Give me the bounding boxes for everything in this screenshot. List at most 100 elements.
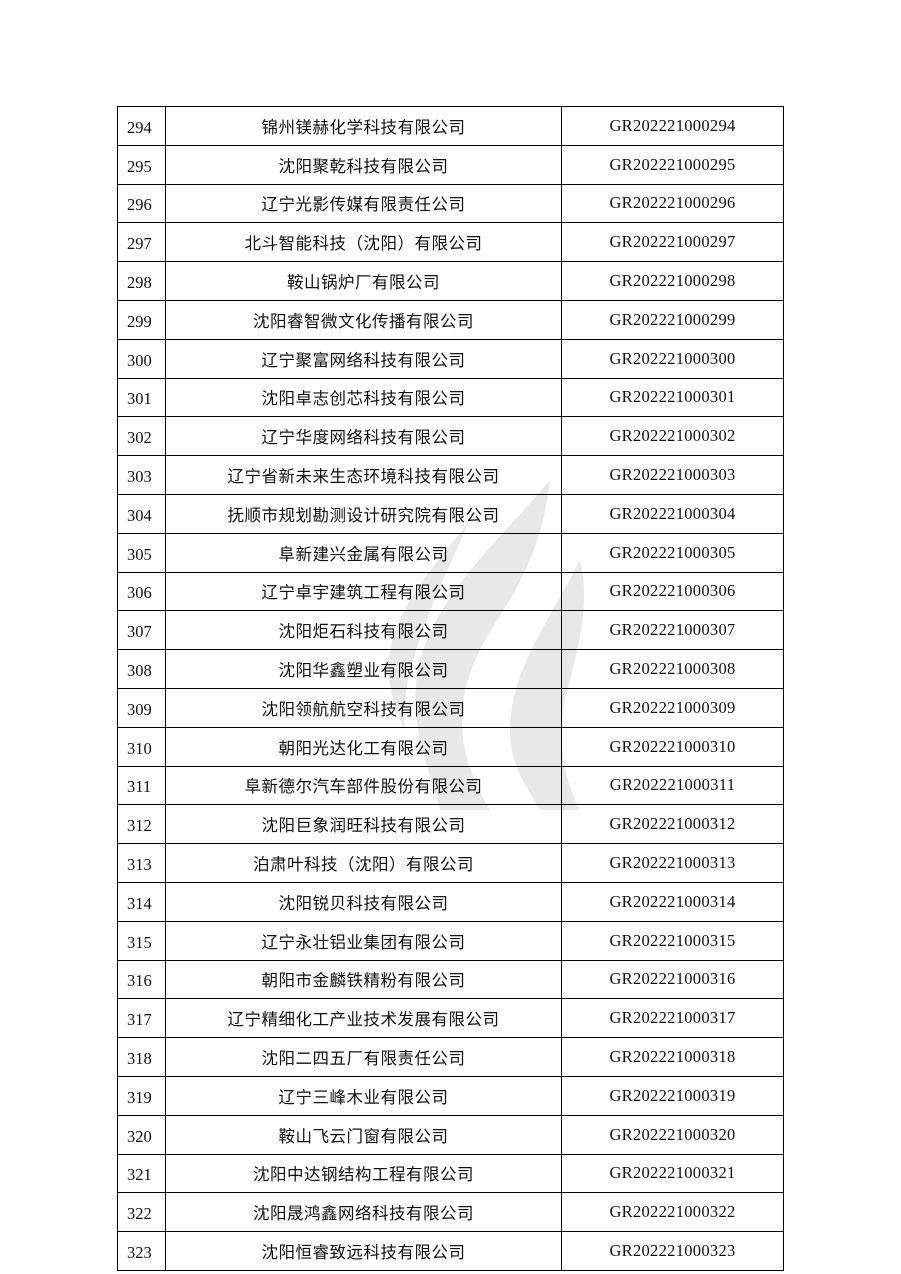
table-row: 303 辽宁省新未来生态环境科技有限公司 GR202221000303 bbox=[117, 455, 784, 495]
table-row: 300 辽宁聚富网络科技有限公司 GR202221000300 bbox=[117, 338, 784, 379]
table-row: 313 泊肃叶科技（沈阳）有限公司 GR202221000313 bbox=[117, 843, 784, 883]
company-name: 沈阳锐贝科技有限公司 bbox=[165, 881, 562, 922]
row-number: 314 bbox=[117, 881, 166, 922]
row-number: 305 bbox=[117, 532, 166, 573]
company-name: 阜新德尔汽车部件股份有限公司 bbox=[165, 765, 562, 806]
certificate-number: GR202221000295 bbox=[561, 144, 784, 185]
row-number: 312 bbox=[117, 804, 166, 845]
table-row: 297 北斗智能科技（沈阳）有限公司 GR202221000297 bbox=[117, 222, 784, 263]
row-number: 322 bbox=[117, 1192, 166, 1233]
certificate-number: GR202221000303 bbox=[561, 455, 784, 495]
certificate-number: GR202221000300 bbox=[561, 338, 784, 379]
table-row: 302 辽宁华度网络科技有限公司 GR202221000302 bbox=[117, 416, 784, 457]
row-number: 301 bbox=[117, 377, 166, 418]
company-name: 沈阳睿智微文化传播有限公司 bbox=[165, 299, 562, 340]
company-name: 沈阳中达钢结构工程有限公司 bbox=[165, 1153, 562, 1194]
table-row: 321 沈阳中达钢结构工程有限公司 GR202221000321 bbox=[117, 1153, 784, 1194]
company-name: 鞍山飞云门窗有限公司 bbox=[165, 1114, 562, 1155]
row-number: 307 bbox=[117, 610, 166, 651]
row-number: 319 bbox=[117, 1075, 166, 1116]
company-name: 辽宁聚富网络科技有限公司 bbox=[165, 338, 562, 379]
row-number: 302 bbox=[117, 416, 166, 457]
certificate-number: GR202221000319 bbox=[561, 1075, 784, 1116]
row-number: 306 bbox=[117, 571, 166, 612]
row-number: 321 bbox=[117, 1153, 166, 1194]
row-number: 294 bbox=[117, 106, 166, 146]
row-number: 304 bbox=[117, 493, 166, 534]
certificate-number: GR202221000301 bbox=[561, 377, 784, 418]
certificate-number: GR202221000306 bbox=[561, 571, 784, 612]
table-row: 320 鞍山飞云门窗有限公司 GR202221000320 bbox=[117, 1114, 784, 1155]
row-number: 309 bbox=[117, 687, 166, 728]
certificate-number: GR202221000298 bbox=[561, 261, 784, 301]
table-row: 309 沈阳领航航空科技有限公司 GR202221000309 bbox=[117, 687, 784, 728]
certificate-number: GR202221000312 bbox=[561, 804, 784, 845]
company-name: 辽宁卓宇建筑工程有限公司 bbox=[165, 571, 562, 612]
table-row: 310 朝阳光达化工有限公司 GR202221000310 bbox=[117, 726, 784, 767]
company-name: 沈阳炬石科技有限公司 bbox=[165, 610, 562, 651]
table-row: 315 辽宁永壮铝业集团有限公司 GR202221000315 bbox=[117, 920, 784, 961]
company-name: 锦州镁赫化学科技有限公司 bbox=[165, 106, 562, 146]
certificate-number: GR202221000296 bbox=[561, 183, 784, 224]
row-number: 320 bbox=[117, 1114, 166, 1155]
certificate-number: GR202221000311 bbox=[561, 765, 784, 806]
row-number: 295 bbox=[117, 144, 166, 185]
certificate-number: GR202221000304 bbox=[561, 493, 784, 534]
table-row: 318 沈阳二四五厂有限责任公司 GR202221000318 bbox=[117, 1037, 784, 1077]
certificate-number: GR202221000313 bbox=[561, 843, 784, 883]
company-name: 泊肃叶科技（沈阳）有限公司 bbox=[165, 843, 562, 883]
table-row: 296 辽宁光影传媒有限责任公司 GR202221000296 bbox=[117, 183, 784, 224]
row-number: 315 bbox=[117, 920, 166, 961]
row-number: 323 bbox=[117, 1231, 166, 1271]
table-row: 299 沈阳睿智微文化传播有限公司 GR202221000299 bbox=[117, 299, 784, 340]
table-row: 301 沈阳卓志创芯科技有限公司 GR202221000301 bbox=[117, 377, 784, 418]
row-number: 308 bbox=[117, 649, 166, 689]
certificate-number: GR202221000307 bbox=[561, 610, 784, 651]
company-name: 沈阳晟鸿鑫网络科技有限公司 bbox=[165, 1192, 562, 1233]
certificate-number: GR202221000322 bbox=[561, 1192, 784, 1233]
table-row: 306 辽宁卓宇建筑工程有限公司 GR202221000306 bbox=[117, 571, 784, 612]
company-name: 沈阳华鑫塑业有限公司 bbox=[165, 649, 562, 689]
company-name: 沈阳领航航空科技有限公司 bbox=[165, 687, 562, 728]
company-name: 辽宁光影传媒有限责任公司 bbox=[165, 183, 562, 224]
company-name: 辽宁精细化工产业技术发展有限公司 bbox=[165, 998, 562, 1039]
table-row: 308 沈阳华鑫塑业有限公司 GR202221000308 bbox=[117, 649, 784, 689]
table-row: 323 沈阳恒睿致远科技有限公司 GR202221000323 bbox=[117, 1231, 784, 1271]
certificate-number: GR202221000315 bbox=[561, 920, 784, 961]
certificate-number: GR202221000320 bbox=[561, 1114, 784, 1155]
certificate-number: GR202221000294 bbox=[561, 106, 784, 146]
row-number: 299 bbox=[117, 299, 166, 340]
company-name: 沈阳二四五厂有限责任公司 bbox=[165, 1037, 562, 1077]
row-number: 317 bbox=[117, 998, 166, 1039]
certificate-number: GR202221000321 bbox=[561, 1153, 784, 1194]
company-name: 辽宁华度网络科技有限公司 bbox=[165, 416, 562, 457]
table-row: 304 抚顺市规划勘测设计研究院有限公司 GR202221000304 bbox=[117, 493, 784, 534]
table-row: 317 辽宁精细化工产业技术发展有限公司 GR202221000317 bbox=[117, 998, 784, 1039]
row-number: 298 bbox=[117, 261, 166, 301]
table-row: 322 沈阳晟鸿鑫网络科技有限公司 GR202221000322 bbox=[117, 1192, 784, 1233]
row-number: 316 bbox=[117, 959, 166, 1000]
company-name: 阜新建兴金属有限公司 bbox=[165, 532, 562, 573]
certificate-number: GR202221000302 bbox=[561, 416, 784, 457]
certificate-number: GR202221000317 bbox=[561, 998, 784, 1039]
certificate-number: GR202221000316 bbox=[561, 959, 784, 1000]
table-row: 314 沈阳锐贝科技有限公司 GR202221000314 bbox=[117, 881, 784, 922]
company-name: 鞍山锅炉厂有限公司 bbox=[165, 261, 562, 301]
table-row: 311 阜新德尔汽车部件股份有限公司 GR202221000311 bbox=[117, 765, 784, 806]
row-number: 310 bbox=[117, 726, 166, 767]
row-number: 313 bbox=[117, 843, 166, 883]
company-name: 辽宁三峰木业有限公司 bbox=[165, 1075, 562, 1116]
table-row: 295 沈阳聚乾科技有限公司 GR202221000295 bbox=[117, 144, 784, 185]
certificate-number: GR202221000299 bbox=[561, 299, 784, 340]
table-row: 298 鞍山锅炉厂有限公司 GR202221000298 bbox=[117, 261, 784, 301]
company-name: 朝阳光达化工有限公司 bbox=[165, 726, 562, 767]
company-name: 北斗智能科技（沈阳）有限公司 bbox=[165, 222, 562, 263]
row-number: 311 bbox=[117, 765, 166, 806]
row-number: 318 bbox=[117, 1037, 166, 1077]
row-number: 297 bbox=[117, 222, 166, 263]
table-row: 307 沈阳炬石科技有限公司 GR202221000307 bbox=[117, 610, 784, 651]
table-row: 312 沈阳巨象润旺科技有限公司 GR202221000312 bbox=[117, 804, 784, 845]
certificate-number: GR202221000323 bbox=[561, 1231, 784, 1271]
company-name: 辽宁省新未来生态环境科技有限公司 bbox=[165, 455, 562, 495]
row-number: 296 bbox=[117, 183, 166, 224]
